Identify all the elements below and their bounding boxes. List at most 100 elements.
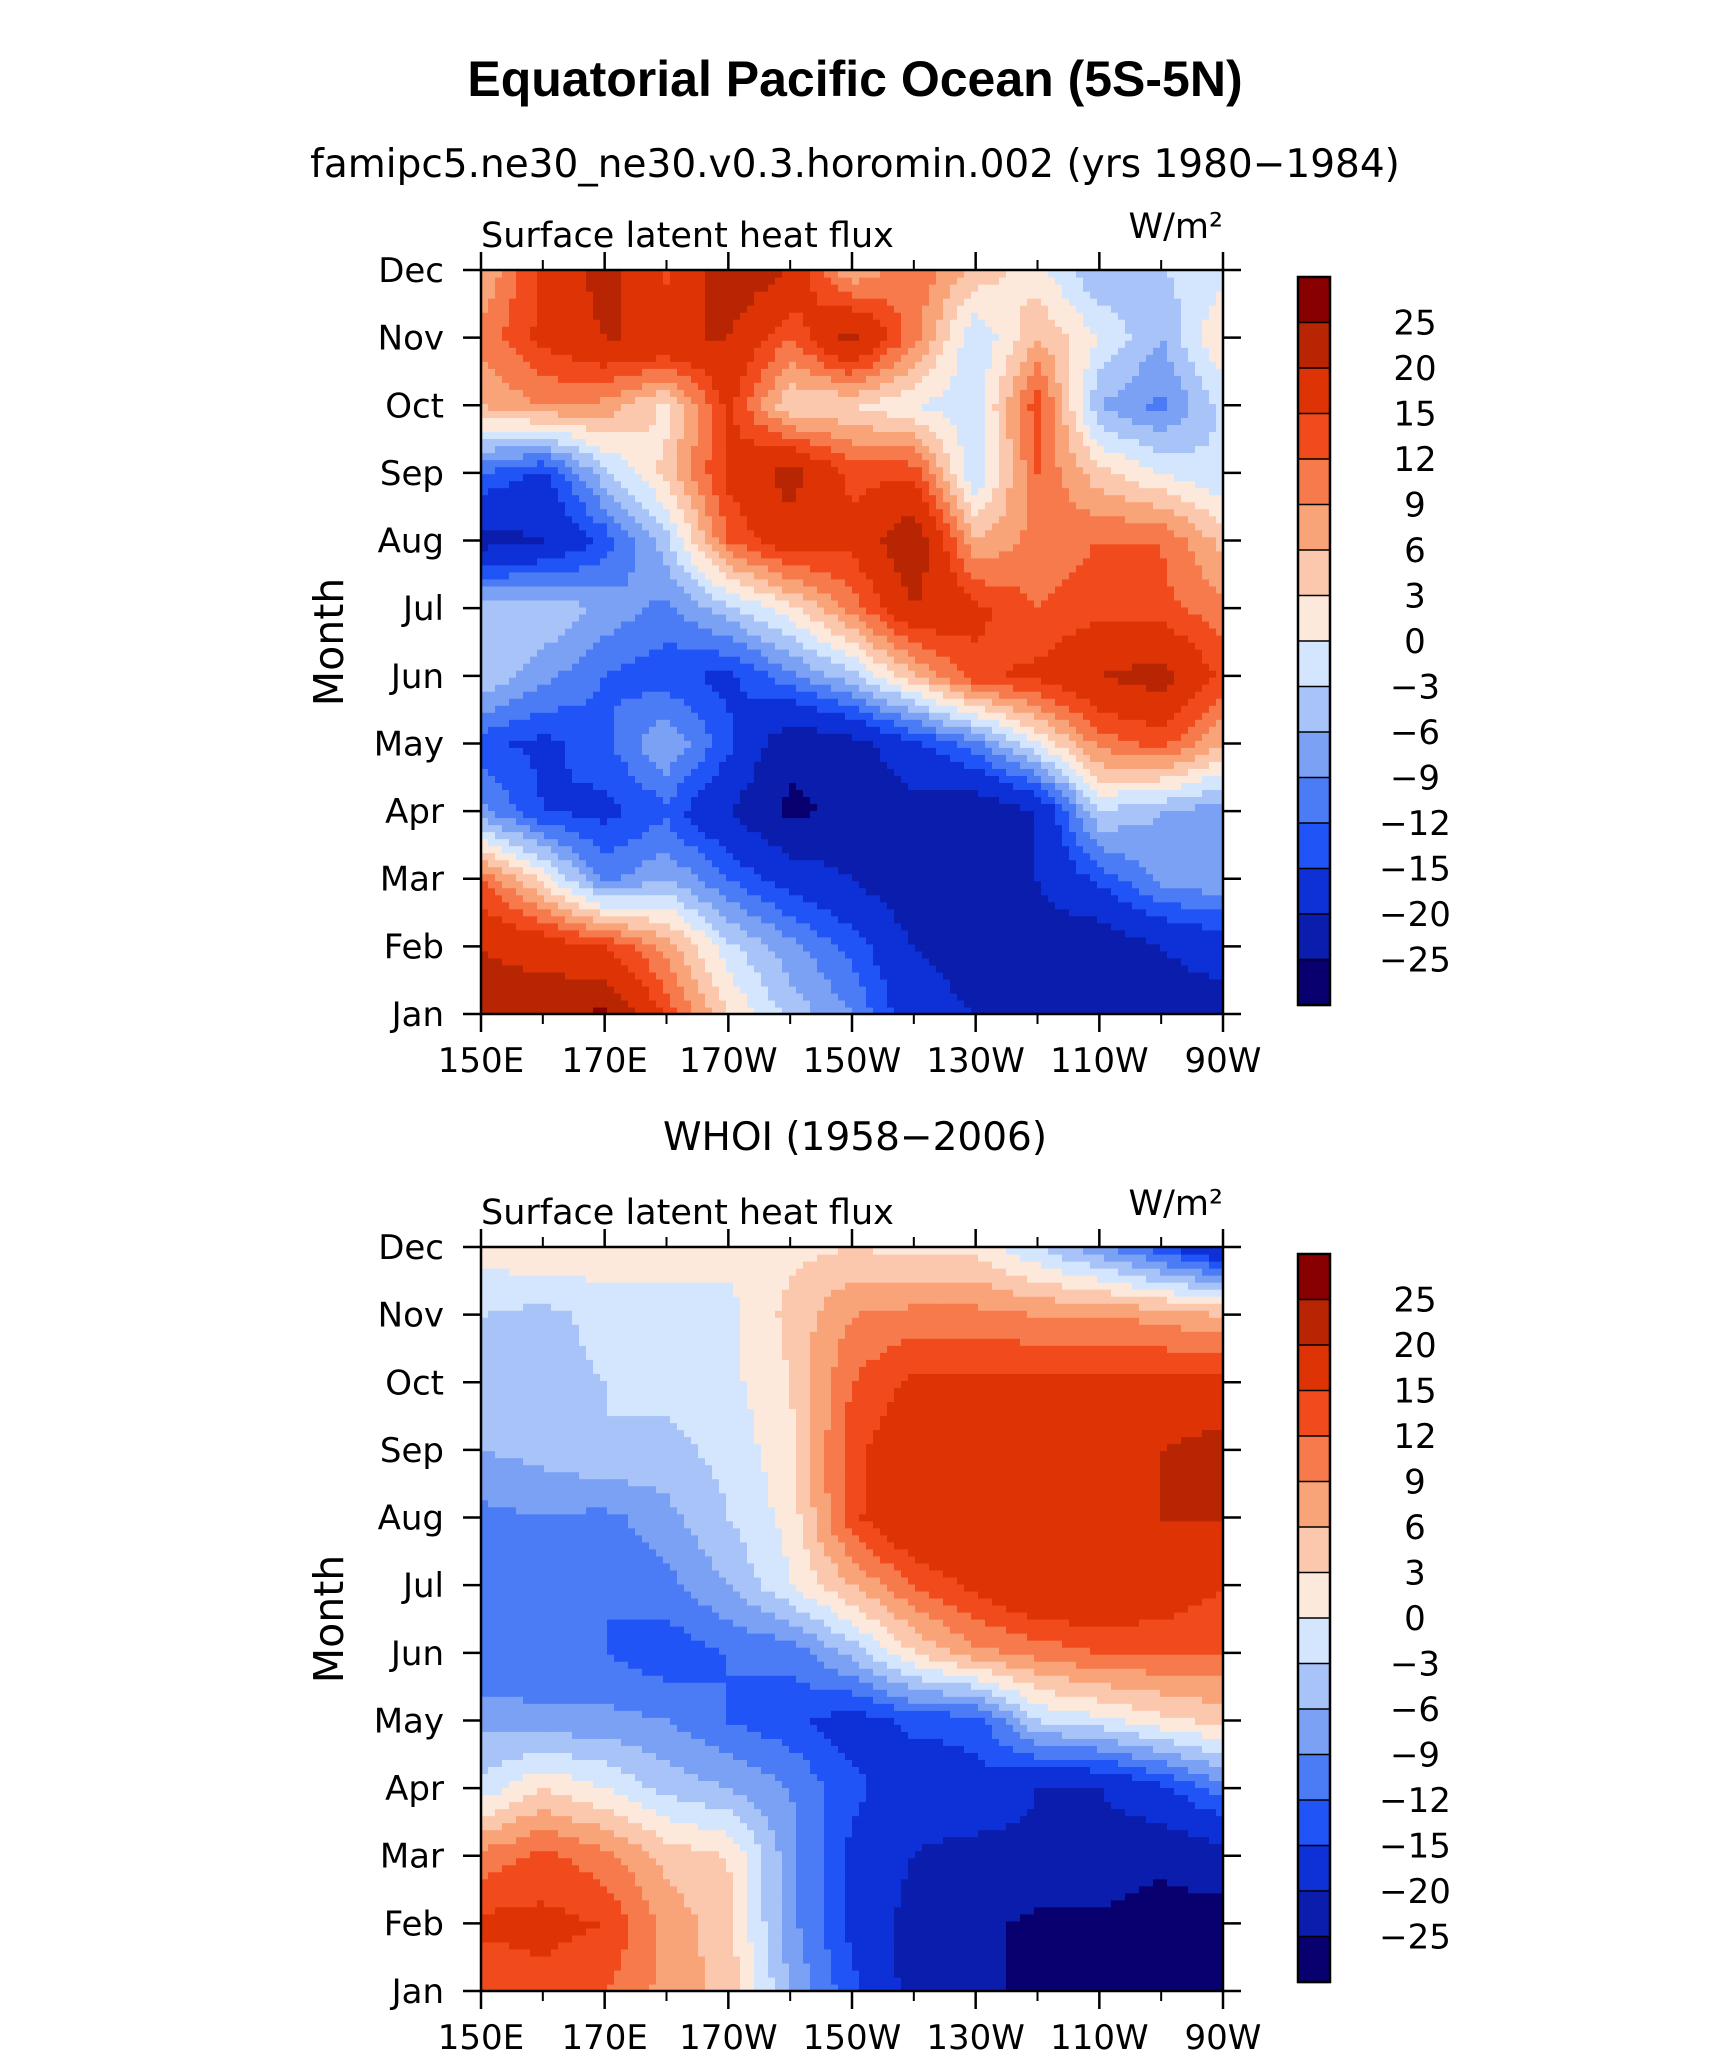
heatmap-cell [775,838,783,847]
heatmap-cell [775,866,783,875]
heatmap-cell [740,985,748,994]
heatmap-cell [698,698,706,706]
heatmap-cell [649,740,657,748]
heatmap-cell [859,761,867,769]
heatmap-cell [964,943,972,952]
heatmap-cell [600,691,608,699]
figure-title: Equatorial Pacific Ocean (5S-5N) [467,51,1242,107]
heatmap-cell [803,929,811,938]
heatmap-cell [1048,733,1056,741]
heatmap-cell [985,964,993,973]
heatmap-cell [985,810,993,819]
heatmap-cell [1069,992,1077,1001]
heatmap-cell [887,894,895,903]
heatmap-cell [1139,719,1147,727]
heatmap-cell [824,950,832,959]
heatmap-cell [1139,810,1147,819]
heatmap-cell [733,859,741,868]
heatmap-cell [950,999,958,1008]
heatmap-cell [740,922,748,931]
heatmap-cell [614,838,622,847]
heatmap-cell [691,803,699,812]
heatmap-cell [950,789,958,798]
heatmap-cell [1076,894,1084,903]
heatmap-cell [481,999,489,1008]
heatmap-cell [621,838,629,847]
heatmap-cell [677,929,685,938]
heatmap-cell [607,796,615,805]
heatmap-cell [1195,866,1203,875]
heatmap-cell [929,733,937,741]
heatmap-cell [831,922,839,931]
heatmap-cell [1118,747,1126,755]
heatmap-cell [1034,964,1042,973]
heatmap-cell [1132,684,1140,692]
heatmap-cell [733,782,741,790]
heatmap-cell [1090,691,1098,699]
heatmap-cell [985,978,993,987]
heatmap-cell [782,705,790,713]
heatmap-cell [537,1006,545,1014]
heatmap-cell [1160,964,1168,973]
heatmap-cell [537,880,545,889]
heatmap-cell [1006,936,1014,945]
heatmap-cell [1188,796,1196,805]
heatmap-cell [768,796,776,805]
heatmap-cell [929,740,937,748]
heatmap-cell [565,824,573,833]
heatmap-cell [1013,957,1021,966]
heatmap-cell [649,964,657,973]
heatmap-cell [887,985,895,994]
heatmap-cell [649,698,657,706]
heatmap-cell [1139,684,1147,692]
heatmap-cell [1020,985,1028,994]
heatmap-cell [901,754,909,762]
heatmap-cell [1041,733,1049,741]
heatmap-cell [495,971,503,980]
heatmap-cell [712,789,720,798]
heatmap-cell [656,831,664,840]
heatmap-cell [1195,684,1203,692]
heatmap-cell [747,880,755,889]
heatmap-cell [1146,929,1154,938]
heatmap-cell [572,915,580,924]
heatmap-cell [1006,796,1014,805]
heatmap-cell [999,754,1007,762]
heatmap-cell [1216,971,1223,980]
heatmap-cell [1167,859,1175,868]
heatmap-cell [1202,971,1210,980]
heatmap-cell [670,698,678,706]
heatmap-cell [810,817,818,826]
heatmap-cell [1034,908,1042,917]
heatmap-cell [600,999,608,1008]
heatmap-cell [747,817,755,826]
heatmap-cell [1041,894,1049,903]
heatmap-cell [1006,929,1014,938]
heatmap-cell [677,810,685,819]
heatmap-cell [614,796,622,805]
heatmap-cell [1027,985,1035,994]
heatmap-cell [1006,880,1014,889]
heatmap-cell [985,880,993,889]
heatmap-cell [1048,810,1056,819]
heatmap-cell [635,950,643,959]
heatmap-cell [502,810,510,819]
heatmap-cell [1111,789,1119,798]
heatmap-cell [488,922,496,931]
heatmap-cell [1181,985,1189,994]
heatmap-cell [1209,852,1217,861]
heatmap-cell [782,887,790,896]
heatmap-cell [558,768,566,776]
heatmap-cell [712,978,720,987]
heatmap-cell [649,712,657,720]
heatmap-cell [565,936,573,945]
heatmap-cell [551,768,559,776]
heatmap-cell [985,824,993,833]
heatmap-cell [817,999,825,1008]
heatmap-cell [789,978,797,987]
heatmap-cell [712,775,720,783]
heatmap-cell [649,747,657,755]
heatmap-cell [894,768,902,776]
heatmap-cell [1188,936,1196,945]
heatmap-cell [495,985,503,994]
